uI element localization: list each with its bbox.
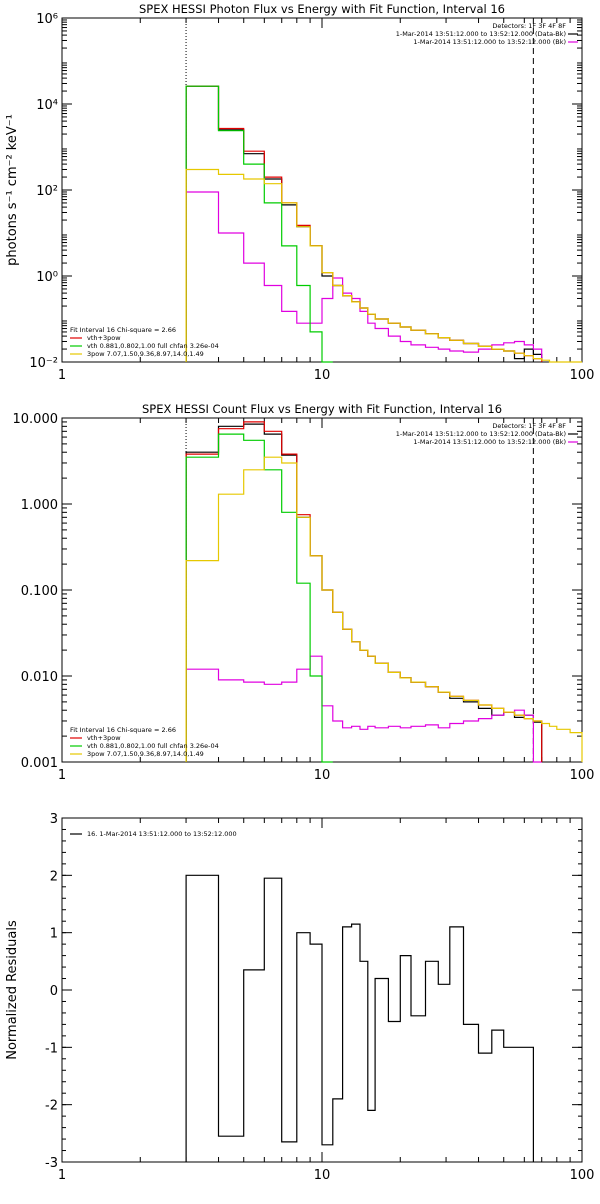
y-tick-label: 10.000 — [13, 412, 59, 427]
header-text: Detectors: 1F 3F 4F 8F — [492, 22, 566, 30]
legend-label: vth 0.881,0.802,1.00 full chfan 3.26e-04 — [87, 342, 219, 350]
bk-series — [185, 191, 543, 362]
y-tick-label: 2 — [50, 869, 58, 884]
header-text: 1-Mar-2014 13:51:12.000 to 13:52:12.000 … — [396, 430, 566, 438]
y-tick-label: 0.010 — [21, 670, 58, 685]
y-tick-label: 10² — [36, 184, 58, 199]
x-tick-label: 1 — [58, 1168, 66, 1183]
legend-label: vth+3pow — [87, 734, 121, 742]
y-axis-label: Normalized Residuals — [5, 920, 20, 1060]
y-tick-label: 10⁰ — [36, 270, 58, 285]
vth-3pow-series — [185, 85, 543, 362]
x-tick-label: 100 — [570, 368, 595, 383]
x-tick-label: 1 — [58, 368, 66, 383]
y-tick-label: 10⁶ — [36, 12, 58, 27]
x-tick-label: 10 — [314, 368, 331, 383]
header-text: Detectors: 1F 3F 4F 8F — [492, 422, 566, 430]
y-tick-label: 1 — [50, 927, 58, 942]
y-tick-label: 0 — [50, 984, 58, 999]
y-tick-label: 1.000 — [21, 498, 58, 513]
count-flux-panel: SPEX HESSI Count Flux vs Energy with Fit… — [13, 402, 595, 783]
y-axis-label: photons s⁻¹ cm⁻² keV⁻¹ — [5, 114, 20, 266]
y-tick-label: 10⁻² — [29, 356, 58, 371]
x-tick-label: 100 — [570, 1168, 595, 1183]
fit-chisquare-label: Fit Interval 16 Chi-square = 2.66 — [70, 326, 176, 334]
vth-series — [185, 433, 333, 763]
legend-label: 16. 1-Mar-2014 13:51:12.000 to 13:52:12.… — [87, 830, 237, 838]
chart-title: SPEX HESSI Photon Flux vs Energy with Fi… — [139, 2, 505, 16]
legend-label: vth+3pow — [87, 334, 121, 342]
y-tick-label: 3 — [50, 812, 58, 827]
residuals-panel: 1 10 100 -3 -2 -1 0 1 2 3 Normalized Residuals 16. … — [5, 812, 594, 1183]
y-tick-label: 0.001 — [21, 756, 58, 771]
x-tick-label: 100 — [570, 768, 595, 783]
x-tick-label: 1 — [58, 768, 66, 783]
y-tick-label: -1 — [45, 1041, 58, 1056]
residual-series — [185, 874, 534, 1162]
y-tick-label: 0.100 — [21, 584, 58, 599]
legend-label: 3pow 7.07,1.50,9.36,8.97,14.0,1.49 — [87, 350, 204, 358]
fit-chisquare-label: Fit Interval 16 Chi-square = 2.66 — [70, 726, 176, 734]
3pow-series — [185, 456, 583, 762]
y-tick-label: -3 — [45, 1156, 58, 1171]
x-tick-label: 10 — [314, 768, 331, 783]
header-text: 1-Mar-2014 13:51:12.000 to 13:52:12.000 … — [413, 38, 566, 46]
x-tick-label: 10 — [314, 1168, 331, 1183]
bk-series — [185, 655, 542, 763]
header-text: 1-Mar-2014 13:51:12.000 to 13:52:12.000 … — [396, 30, 566, 38]
data-bk-series — [185, 423, 543, 762]
y-tick-label: 10⁴ — [36, 98, 58, 113]
3pow-series — [185, 168, 582, 363]
vth-3pow-series — [185, 421, 543, 762]
data-bk-series — [185, 85, 543, 362]
legend-label: vth 0.881,0.802,1.00 full chfan 3.26e-04 — [87, 742, 219, 750]
photon-flux-panel: SPEX HESSI Photon Flux vs Energy with Fi… — [5, 2, 594, 383]
header-text: 1-Mar-2014 13:51:12.000 to 13:52:12.000 … — [413, 438, 566, 446]
vth-series — [185, 85, 333, 363]
y-tick-label: -2 — [45, 1099, 58, 1114]
chart-title: SPEX HESSI Count Flux vs Energy with Fit… — [142, 402, 502, 416]
legend-label: 3pow 7.07,1.50,9.36,8.97,14.0,1.49 — [87, 750, 204, 758]
